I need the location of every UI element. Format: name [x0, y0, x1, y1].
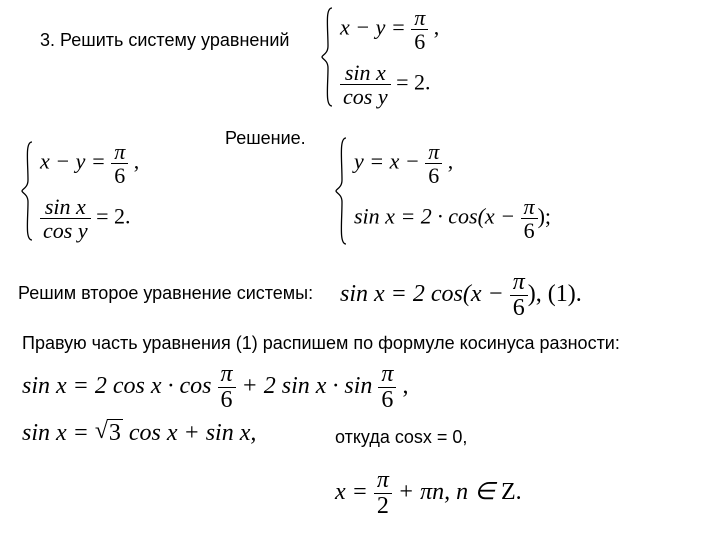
eq-pi: π — [218, 362, 236, 388]
eq-rhs: = 2. — [91, 204, 131, 229]
eq-text: x − y = — [340, 15, 411, 40]
eq-tail: , — [128, 149, 139, 174]
eq-mid: + πn, n ∈ — [392, 479, 501, 505]
line3-label: Решим второе уравнение системы: — [18, 283, 313, 303]
eq-six: 6 — [521, 219, 538, 242]
problem-eq2: sin xcos y = 2. — [340, 61, 439, 108]
eq-tail: ), (1). — [528, 281, 582, 307]
line5b-right: откуда cosx = 0, — [335, 427, 467, 448]
eq-text: x = — [335, 479, 374, 505]
eq-pi: π — [521, 195, 538, 219]
eq-text: sin x = 2 cos x · cos — [22, 373, 218, 399]
eq-pi: π — [510, 270, 528, 296]
line6: x = π2 + πn, n ∈ Z. — [335, 468, 522, 519]
eq-six: 6 — [425, 164, 442, 187]
left-eq1: x − y = π6 , — [40, 140, 139, 187]
eq-text: x − y = — [40, 149, 111, 174]
eq-text: откуда cosx = 0, — [335, 427, 467, 447]
eq-pi: π — [425, 140, 442, 164]
eq-text: sin x = 2 cos(x − — [340, 281, 510, 307]
eq-den: cos y — [340, 85, 391, 108]
eq-tail: , — [428, 15, 439, 40]
eq-mid: cos x + sin x, — [123, 420, 257, 446]
eq-text: sin x = — [22, 420, 95, 446]
line5b-left: sin x = √3 cos x + sin x, — [22, 420, 256, 447]
eq-pi: π — [378, 362, 396, 388]
eq-six: 6 — [510, 296, 528, 321]
eq-rhs: = 2. — [391, 70, 431, 95]
problem-system: x − y = π6 , sin xcos y = 2. — [320, 6, 439, 108]
problem-eq1: x − y = π6 , — [340, 6, 439, 53]
eq-six: 6 — [411, 30, 428, 53]
problem-number: 3. — [40, 30, 55, 50]
eq-six: 6 — [218, 388, 236, 413]
eq-text: sin x = 2 · cos(x − — [354, 204, 521, 229]
left-eq2: sin xcos y = 2. — [40, 195, 139, 242]
line4-label: Правую часть уравнения (1) распишем по ф… — [22, 333, 620, 353]
eq-pi: π — [111, 140, 128, 164]
right-eq2: sin x = 2 · cos(x − π6); — [354, 195, 551, 242]
brace-icon — [20, 140, 34, 242]
eq-mid: + 2 sin x · sin — [236, 373, 379, 399]
problem-label: Решить систему уравнений — [60, 30, 289, 50]
eq-pi: π — [374, 468, 392, 494]
eq-text: y = x − — [354, 148, 425, 173]
right-eq1: y = x − π6 , — [354, 140, 551, 187]
right-system: y = x − π6 , sin x = 2 · cos(x − π6); — [334, 136, 551, 246]
line5a: sin x = 2 cos x · cos π6 + 2 sin x · sin… — [22, 362, 408, 413]
eq-six: 6 — [378, 388, 396, 413]
eq-den: cos y — [40, 219, 91, 242]
eq-tail: , — [442, 148, 453, 173]
eq-pi: π — [411, 6, 428, 30]
line3-eq: sin x = 2 cos(x − π6), (1). — [340, 270, 582, 321]
brace-icon — [320, 6, 334, 108]
eq-tail: , — [396, 373, 408, 399]
eq-two: 2 — [374, 494, 392, 519]
eq-tail: ); — [538, 204, 551, 229]
eq-Z: Z. — [501, 479, 522, 505]
eq-num: sin x — [340, 61, 391, 85]
left-system: x − y = π6 , sin xcos y = 2. — [20, 140, 139, 242]
eq-num: sin x — [40, 195, 91, 219]
solution-label: Решение. — [225, 128, 306, 148]
eq-six: 6 — [111, 164, 128, 187]
brace-icon — [334, 136, 348, 246]
